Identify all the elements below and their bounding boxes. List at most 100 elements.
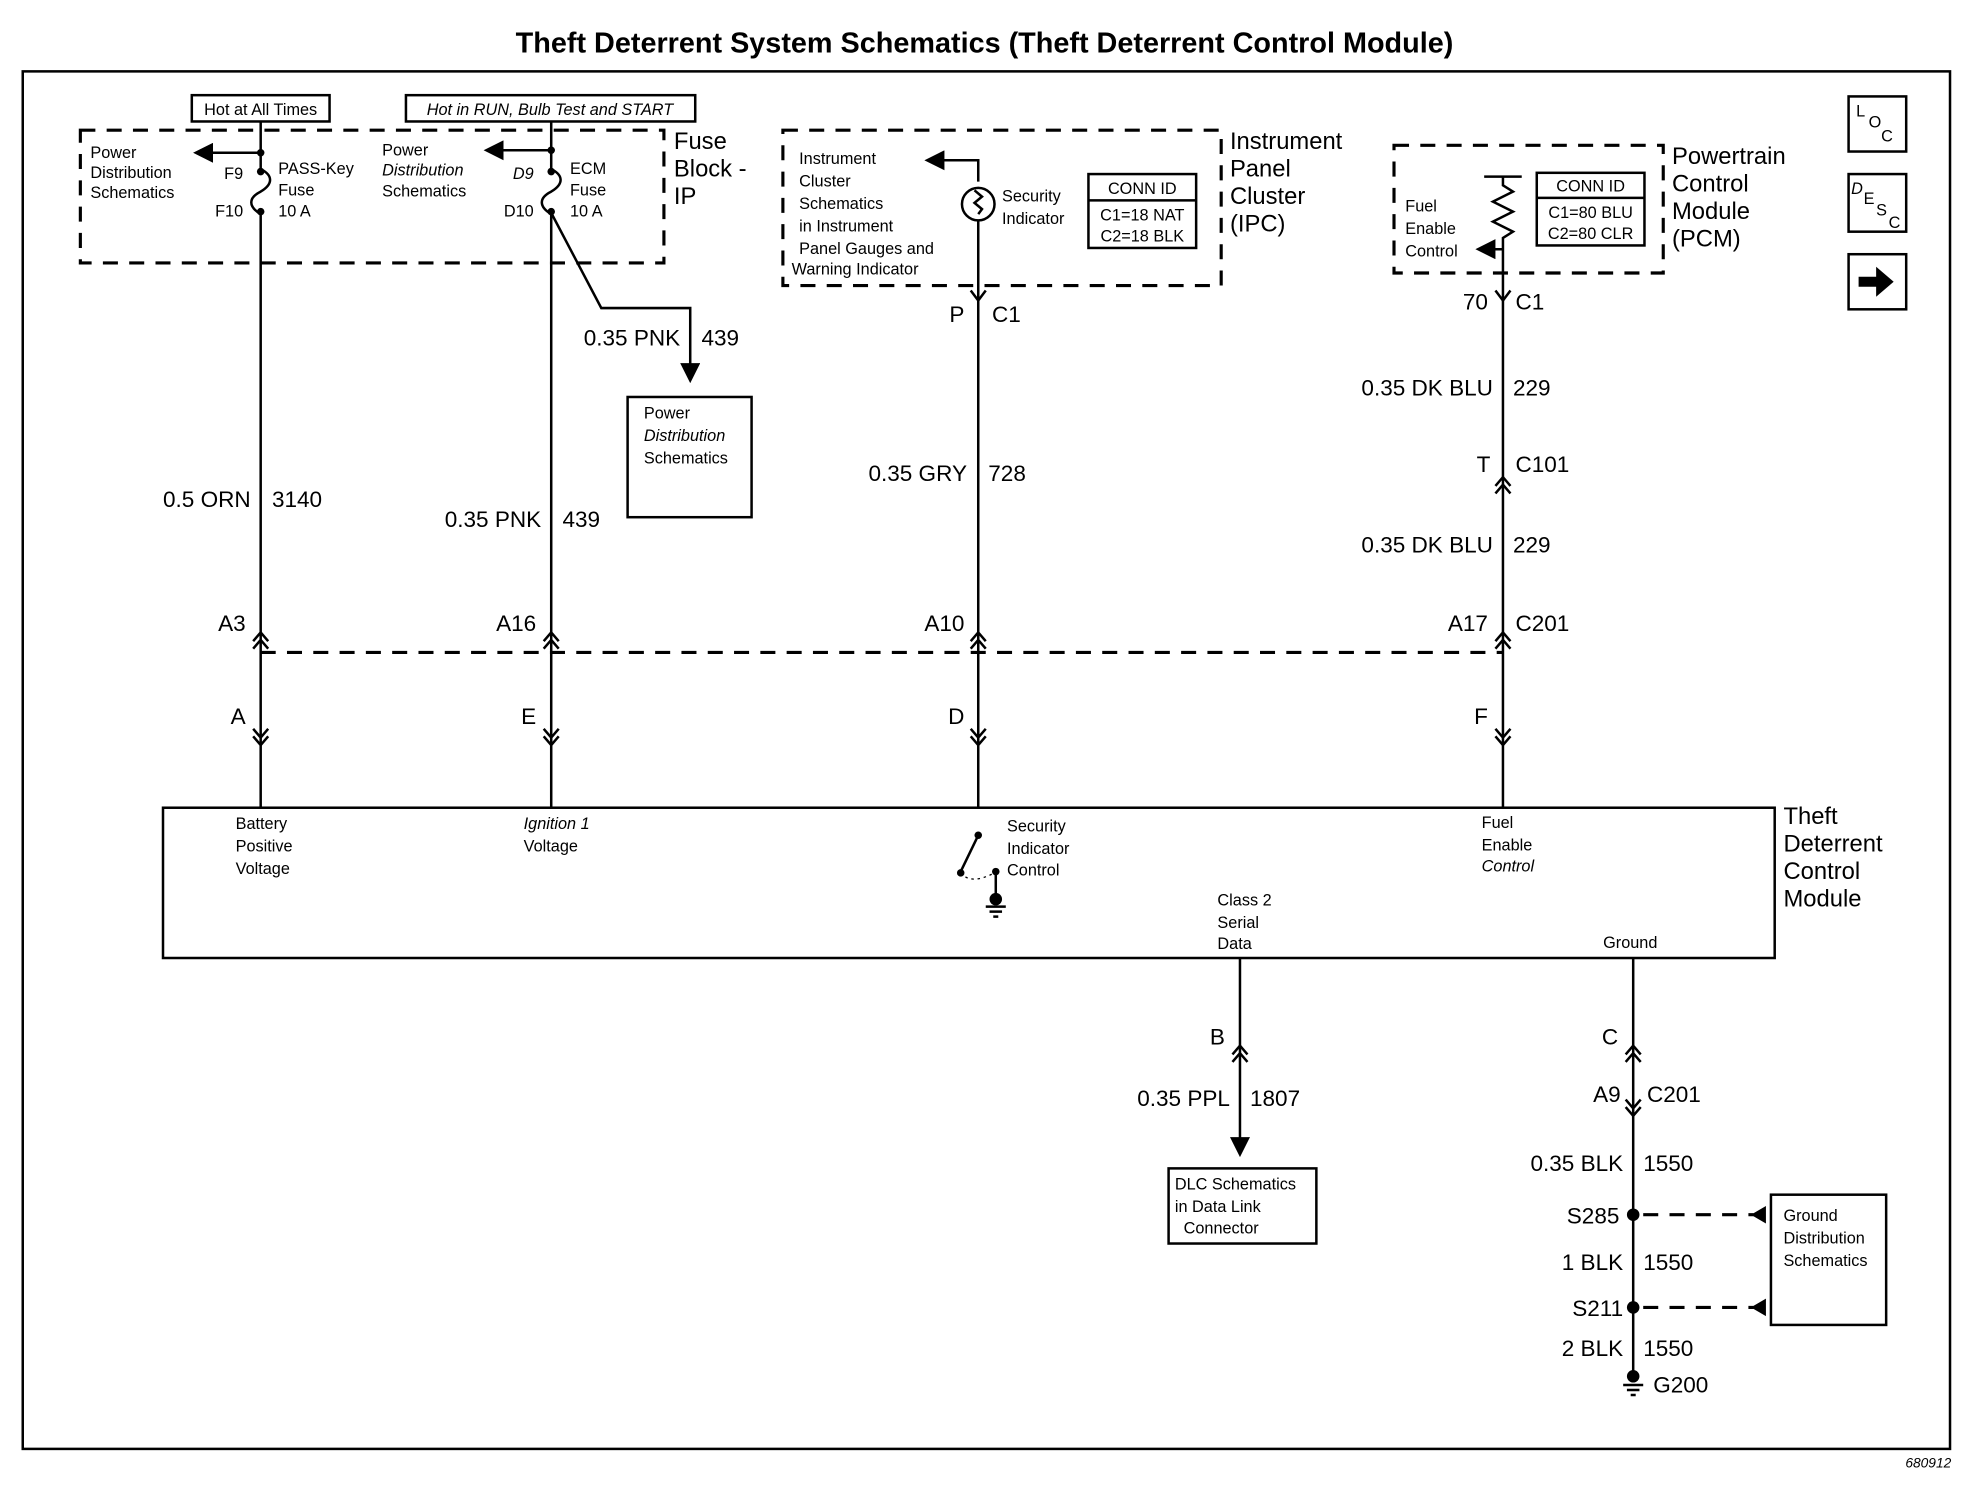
svg-text:0.35 BLK: 0.35 BLK [1530, 1151, 1623, 1176]
svg-text:(IPC): (IPC) [1230, 211, 1285, 238]
svg-text:0.5 ORN: 0.5 ORN [163, 487, 251, 512]
svg-text:C: C [1889, 214, 1901, 232]
svg-text:A10: A10 [924, 611, 964, 636]
svg-text:Theft: Theft [1783, 803, 1838, 830]
loc-button[interactable]: LOC [1847, 95, 1908, 153]
svg-text:S285: S285 [1567, 1203, 1620, 1228]
svg-text:Enable: Enable [1482, 836, 1533, 854]
svg-text:D: D [948, 704, 964, 729]
svg-text:A17: A17 [1448, 611, 1488, 636]
svg-text:Security: Security [1002, 188, 1062, 206]
wire-728: 0.35 GRY 728 [868, 461, 1025, 486]
svg-text:1550: 1550 [1643, 1336, 1693, 1361]
ipc-reference: Instrument Cluster Schematics in Instrument… [792, 150, 934, 278]
svg-text:Enable: Enable [1405, 220, 1456, 238]
wire-439: 0.35 PNK 439 [445, 507, 600, 532]
svg-text:1550: 1550 [1643, 1250, 1693, 1275]
pcm-conn-id: CONN ID C1=80 BLU C2=80 CLR [1535, 171, 1646, 247]
hot-in-run: Hot in RUN, Bulb Test and START [427, 101, 675, 119]
theft-deterrent-module [161, 806, 1776, 960]
svg-text:229: 229 [1513, 376, 1551, 401]
svg-text:Indicator: Indicator [1002, 210, 1065, 228]
svg-text:Panel Gauges and: Panel Gauges and [799, 240, 934, 258]
svg-text:Voltage: Voltage [236, 860, 290, 878]
fuse-block-boundary [78, 128, 666, 265]
svg-text:Distribution: Distribution [644, 427, 725, 445]
svg-text:in Instrument: in Instrument [799, 218, 894, 236]
svg-text:IP: IP [674, 183, 696, 210]
svg-text:C1: C1 [992, 302, 1021, 327]
dlc-schematics-box[interactable]: DLC Schematics in Data Link Connector [1167, 1167, 1318, 1245]
svg-text:Battery: Battery [236, 815, 288, 833]
svg-text:C: C [1881, 128, 1893, 146]
svg-text:Warning Indicator: Warning Indicator [792, 260, 919, 278]
svg-text:CONN ID: CONN ID [1108, 180, 1177, 198]
svg-text:3140: 3140 [272, 487, 322, 512]
svg-text:2 BLK: 2 BLK [1562, 1336, 1623, 1361]
pcm-boundary [1392, 143, 1665, 275]
pull-up-resistor-icon [1484, 175, 1522, 808]
svg-text:439: 439 [562, 507, 600, 532]
svg-text:D10: D10 [504, 203, 534, 221]
splice-s211 [1626, 1301, 1640, 1314]
svg-text:10 A: 10 A [278, 203, 311, 221]
svg-text:1807: 1807 [1250, 1086, 1300, 1111]
ipc-boundary [781, 128, 1223, 288]
svg-text:Panel: Panel [1230, 156, 1291, 183]
c201-pins: A3 A16 A10 A17 C201 A E D F [218, 611, 1569, 729]
svg-text:DLC Schematics: DLC Schematics [1175, 1176, 1296, 1194]
next-button[interactable] [1847, 252, 1908, 311]
svg-text:C201: C201 [1647, 1082, 1701, 1107]
svg-text:Ground: Ground [1783, 1207, 1837, 1225]
ground-g200-icon [1623, 1370, 1644, 1397]
svg-text:G200: G200 [1653, 1373, 1708, 1398]
svg-text:(PCM): (PCM) [1672, 226, 1741, 253]
svg-text:Distribution: Distribution [90, 164, 171, 182]
svg-text:Power: Power [90, 144, 137, 162]
ground-distribution-box[interactable]: Ground Distribution Schematics [1769, 1193, 1888, 1327]
svg-text:Distribution: Distribution [382, 161, 463, 179]
svg-text:Control: Control [1672, 171, 1749, 198]
svg-text:0.35 PNK: 0.35 PNK [445, 507, 541, 532]
svg-text:728: 728 [988, 461, 1026, 486]
svg-text:Class 2: Class 2 [1217, 891, 1271, 909]
svg-text:B: B [1210, 1024, 1225, 1049]
svg-text:A3: A3 [218, 611, 246, 636]
svg-text:439: 439 [701, 326, 739, 351]
svg-text:Control: Control [1007, 861, 1059, 879]
svg-text:E: E [521, 704, 536, 729]
svg-text:C: C [1602, 1024, 1618, 1049]
svg-text:Cluster: Cluster [1230, 183, 1305, 210]
svg-text:229: 229 [1513, 532, 1551, 557]
svg-text:ECM: ECM [570, 160, 606, 178]
branch-label: 0.35 PNK 439 [584, 326, 739, 351]
svg-text:Positive: Positive [236, 838, 293, 856]
figure-code: 680912 [1905, 1456, 1951, 1471]
frame [21, 70, 1952, 1451]
svg-text:C101: C101 [1515, 452, 1569, 477]
svg-text:Deterrent: Deterrent [1783, 831, 1883, 858]
ipc-conn-id: CONN ID C1=18 NAT C2=18 BLK [1087, 172, 1198, 250]
svg-text:Fuel: Fuel [1482, 814, 1514, 832]
svg-text:S: S [1876, 201, 1887, 219]
svg-text:Indicator: Indicator [1007, 840, 1070, 858]
hot-at-all-times: Hot at All Times [204, 101, 317, 119]
wire-1550: 0.35 BLK 1550 1 BLK 1550 2 BLK 1550 [1530, 1151, 1693, 1361]
svg-text:Fuse: Fuse [278, 181, 314, 199]
svg-text:0.35 GRY: 0.35 GRY [868, 461, 967, 486]
svg-text:Module: Module [1672, 198, 1750, 225]
svg-text:0.35 PNK: 0.35 PNK [584, 326, 680, 351]
ecm-fuse: Power Distribution Schematics D9 D10 ECM Fus… [382, 121, 701, 808]
svg-text:Control: Control [1783, 858, 1860, 885]
svg-text:1550: 1550 [1643, 1151, 1693, 1176]
svg-text:C1=18 NAT: C1=18 NAT [1100, 206, 1184, 224]
power-distribution-box[interactable]: Power Distribution Schematics [626, 395, 753, 519]
svg-text:Serial: Serial [1217, 914, 1259, 932]
security-switch-icon [956, 831, 1006, 918]
svg-text:F9: F9 [224, 165, 243, 183]
svg-text:P: P [949, 302, 964, 327]
wire-3140: 0.5 ORN 3140 [163, 487, 322, 512]
svg-text:0.35 PPL: 0.35 PPL [1137, 1086, 1230, 1111]
